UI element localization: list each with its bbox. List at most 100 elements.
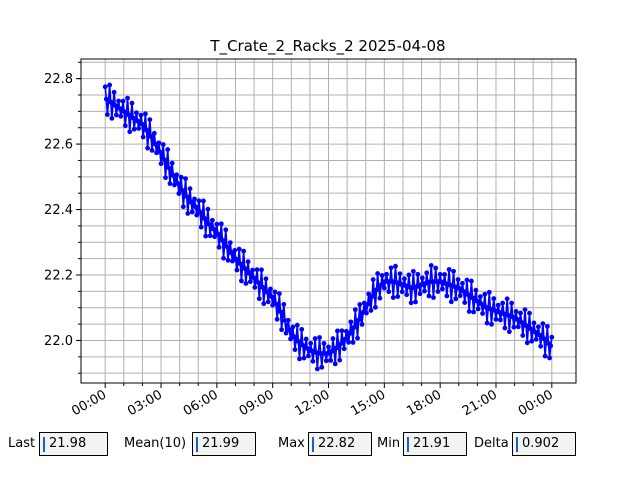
data-point bbox=[489, 321, 494, 327]
data-point bbox=[284, 322, 290, 328]
y-tick-label: 22.6 bbox=[44, 138, 73, 153]
data-point bbox=[335, 328, 340, 334]
data-point bbox=[448, 299, 454, 305]
data-point bbox=[164, 161, 170, 167]
text-cursor bbox=[43, 437, 45, 452]
data-point bbox=[367, 298, 373, 303]
data-point bbox=[328, 358, 334, 363]
data-point bbox=[163, 175, 168, 181]
delta-label: Delta bbox=[474, 436, 509, 451]
mean-label: Mean(10) bbox=[124, 436, 187, 451]
data-point bbox=[484, 320, 490, 326]
data-point bbox=[330, 336, 336, 341]
data-point bbox=[142, 111, 148, 117]
data-point bbox=[426, 293, 432, 299]
data-point bbox=[165, 147, 171, 152]
data-point bbox=[212, 234, 218, 240]
delta-value: 0.902 bbox=[522, 436, 560, 451]
data-point bbox=[252, 285, 258, 290]
data-point bbox=[136, 126, 142, 131]
data-point bbox=[455, 277, 461, 282]
data-point bbox=[169, 160, 175, 166]
data-point bbox=[207, 233, 213, 239]
data-point bbox=[281, 302, 287, 307]
data-point bbox=[509, 300, 515, 306]
last-value-field[interactable]: 21.98 bbox=[39, 432, 108, 456]
data-point bbox=[247, 279, 253, 285]
data-point bbox=[375, 271, 381, 276]
data-point bbox=[502, 325, 508, 331]
data-point bbox=[356, 317, 362, 323]
mean-value: 21.99 bbox=[202, 436, 240, 451]
data-point bbox=[125, 95, 130, 101]
data-point bbox=[437, 271, 443, 277]
data-point bbox=[166, 165, 172, 171]
data-point bbox=[477, 294, 483, 299]
x-tick-label: 00:00 bbox=[69, 387, 109, 419]
data-point bbox=[308, 340, 314, 346]
data-point bbox=[384, 271, 389, 277]
data-point bbox=[294, 322, 300, 328]
x-tick-label: 09:00 bbox=[237, 387, 277, 419]
data-point bbox=[271, 297, 277, 303]
data-point bbox=[189, 209, 195, 215]
data-point bbox=[243, 281, 249, 286]
data-point bbox=[263, 276, 269, 282]
data-point bbox=[174, 172, 180, 178]
y-tick-label: 22.2 bbox=[44, 269, 73, 284]
min-label: Min bbox=[377, 436, 401, 451]
data-point bbox=[549, 334, 555, 340]
data-point bbox=[348, 319, 354, 325]
data-point bbox=[149, 148, 155, 153]
data-point bbox=[435, 289, 441, 294]
min-value-field[interactable]: 21.91 bbox=[403, 432, 467, 456]
mean-value-field[interactable]: 21.99 bbox=[192, 432, 256, 456]
data-point bbox=[321, 340, 327, 346]
y-tick-label: 22.4 bbox=[44, 203, 73, 218]
max-value: 22.82 bbox=[318, 436, 356, 451]
data-point bbox=[168, 169, 174, 174]
data-point bbox=[216, 244, 222, 250]
data-point bbox=[122, 123, 128, 129]
data-point bbox=[111, 89, 117, 95]
data-point bbox=[442, 272, 448, 277]
delta-value-field[interactable]: 0.902 bbox=[512, 432, 576, 456]
data-point bbox=[205, 206, 211, 212]
data-point bbox=[397, 271, 403, 277]
data-point bbox=[241, 248, 247, 254]
data-point bbox=[542, 353, 548, 359]
data-point bbox=[444, 293, 450, 299]
data-point bbox=[148, 134, 154, 139]
data-point bbox=[178, 174, 184, 180]
data-point bbox=[299, 326, 305, 332]
data-point bbox=[301, 355, 307, 361]
data-point bbox=[303, 336, 309, 342]
data-point bbox=[493, 316, 499, 322]
data-point bbox=[274, 316, 280, 322]
data-point bbox=[446, 267, 452, 272]
data-point bbox=[187, 186, 193, 192]
data-point bbox=[201, 198, 206, 204]
data-point bbox=[102, 84, 108, 90]
data-point bbox=[105, 112, 110, 118]
data-point bbox=[486, 289, 492, 295]
data-point bbox=[410, 268, 416, 274]
data-point bbox=[544, 323, 550, 329]
data-point bbox=[498, 317, 503, 323]
x-tick-label: 12:00 bbox=[293, 387, 333, 419]
data-point bbox=[359, 321, 365, 327]
data-point bbox=[265, 299, 271, 305]
data-point bbox=[357, 302, 363, 307]
data-point bbox=[161, 157, 167, 163]
data-point bbox=[273, 301, 279, 307]
max-value-field[interactable]: 22.82 bbox=[308, 432, 372, 456]
data-point bbox=[404, 292, 410, 298]
data-point bbox=[290, 324, 296, 330]
data-point bbox=[326, 344, 331, 350]
data-point bbox=[520, 333, 526, 338]
data-point bbox=[381, 285, 387, 291]
data-point bbox=[198, 224, 204, 230]
data-point bbox=[341, 346, 347, 352]
data-point bbox=[369, 294, 375, 299]
data-point bbox=[527, 310, 532, 316]
